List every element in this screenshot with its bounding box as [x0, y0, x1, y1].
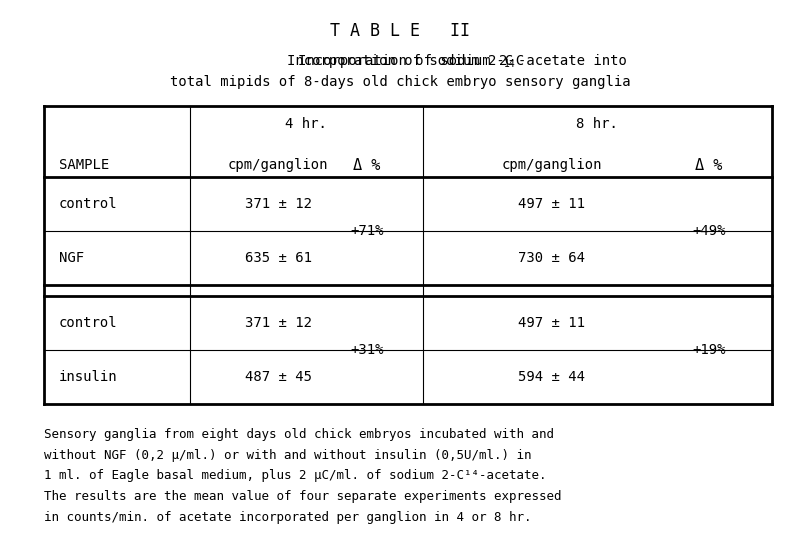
Text: cpm/ganglion: cpm/ganglion	[228, 158, 328, 172]
Text: -acetate into: -acetate into	[518, 54, 627, 68]
Text: cpm/ganglion: cpm/ganglion	[502, 158, 602, 172]
Text: 371 ± 12: 371 ± 12	[245, 317, 312, 330]
Text: +71%: +71%	[350, 224, 383, 238]
Text: T A B L E   II: T A B L E II	[330, 22, 470, 40]
Text: 497 ± 11: 497 ± 11	[518, 317, 586, 330]
Text: 14: 14	[504, 59, 516, 68]
Text: 497 ± 11: 497 ± 11	[518, 197, 586, 211]
Text: +31%: +31%	[350, 343, 383, 357]
Text: NGF: NGF	[58, 251, 84, 264]
Text: Incorporation of sodium 2-C: Incorporation of sodium 2-C	[298, 54, 524, 68]
Text: in counts/min. of acetate incorporated per ganglion in 4 or 8 hr.: in counts/min. of acetate incorporated p…	[44, 511, 531, 524]
Text: insulin: insulin	[58, 370, 117, 384]
Text: total mipids of 8-days old chick embryo sensory ganglia: total mipids of 8-days old chick embryo …	[170, 75, 630, 89]
Text: Δ %: Δ %	[695, 158, 722, 173]
Text: 371 ± 12: 371 ± 12	[245, 197, 312, 211]
Text: 1 ml. of Eagle basal medium, plus 2 μC/ml. of sodium 2-C¹⁴-acetate.: 1 ml. of Eagle basal medium, plus 2 μC/m…	[44, 469, 546, 482]
Text: 487 ± 45: 487 ± 45	[245, 370, 312, 384]
Text: 4 hr.: 4 hr.	[285, 117, 327, 131]
Text: SAMPLE: SAMPLE	[58, 158, 109, 172]
Text: without NGF (0,2 μ/ml.) or with and without insulin (0,5U/ml.) in: without NGF (0,2 μ/ml.) or with and with…	[44, 449, 531, 462]
Text: 8 hr.: 8 hr.	[576, 117, 618, 131]
Text: control: control	[58, 317, 117, 330]
Text: Sensory ganglia from eight days old chick embryos incubated with and: Sensory ganglia from eight days old chic…	[44, 428, 554, 441]
Text: Incorporation of sodium 2-C: Incorporation of sodium 2-C	[287, 54, 513, 68]
Text: 730 ± 64: 730 ± 64	[518, 251, 586, 264]
Text: control: control	[58, 197, 117, 211]
Text: 594 ± 44: 594 ± 44	[518, 370, 586, 384]
Text: Δ %: Δ %	[353, 158, 380, 173]
Text: 635 ± 61: 635 ± 61	[245, 251, 312, 264]
Text: The results are the mean value of four separate experiments expressed: The results are the mean value of four s…	[44, 490, 562, 503]
Text: +19%: +19%	[692, 343, 726, 357]
Text: +49%: +49%	[692, 224, 726, 238]
